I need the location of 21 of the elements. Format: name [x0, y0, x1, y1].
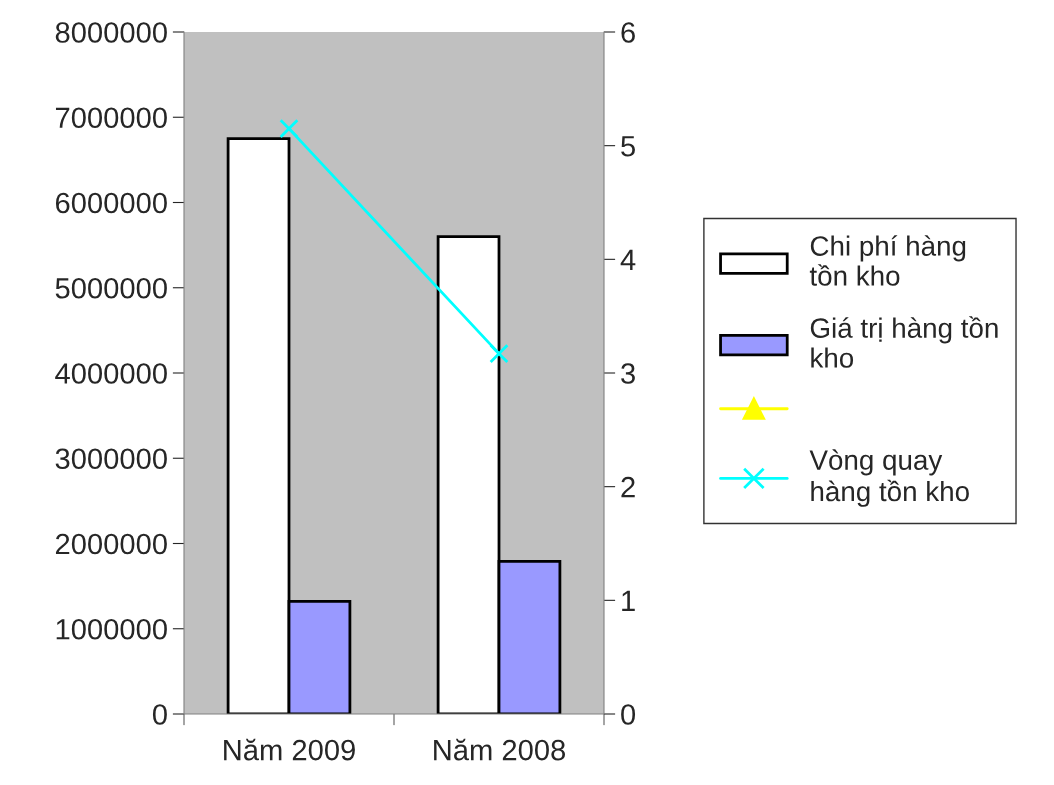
x-tick-label: Năm 2008 — [434, 738, 566, 761]
y2-tick-label: 2 — [621, 476, 635, 498]
y2-tick-label: 1 — [622, 590, 635, 611]
y-tick-label: 1000000 — [56, 618, 167, 640]
y2-tick-label: 5 — [621, 136, 635, 157]
y-tick-label: 5000000 — [55, 277, 167, 299]
y-tick-label: 7000000 — [55, 107, 167, 129]
y2-tick-label: 3 — [621, 363, 635, 384]
y-tick-label: 8000000 — [55, 22, 167, 43]
y-tick-label: 2000000 — [55, 533, 167, 555]
legend-label: Vòng quay hàng tồn kho — [809, 449, 969, 507]
y-tick-label: 3000000 — [55, 448, 167, 470]
y-tick-label: 6000000 — [55, 192, 167, 214]
y2-tick-label: 0 — [621, 704, 636, 725]
y2-tick-label: 4 — [620, 249, 636, 270]
legend-label: Giá trị hàng tồn kho — [810, 316, 998, 368]
y-tick-label: 4000000 — [55, 363, 167, 384]
x-tick-label: Năm 2009 — [224, 738, 355, 761]
y2-tick-label: 6 — [621, 22, 635, 43]
y-tick-label: 0 — [152, 704, 167, 725]
legend-label: Chi phí hàng tồn kho — [809, 235, 966, 286]
